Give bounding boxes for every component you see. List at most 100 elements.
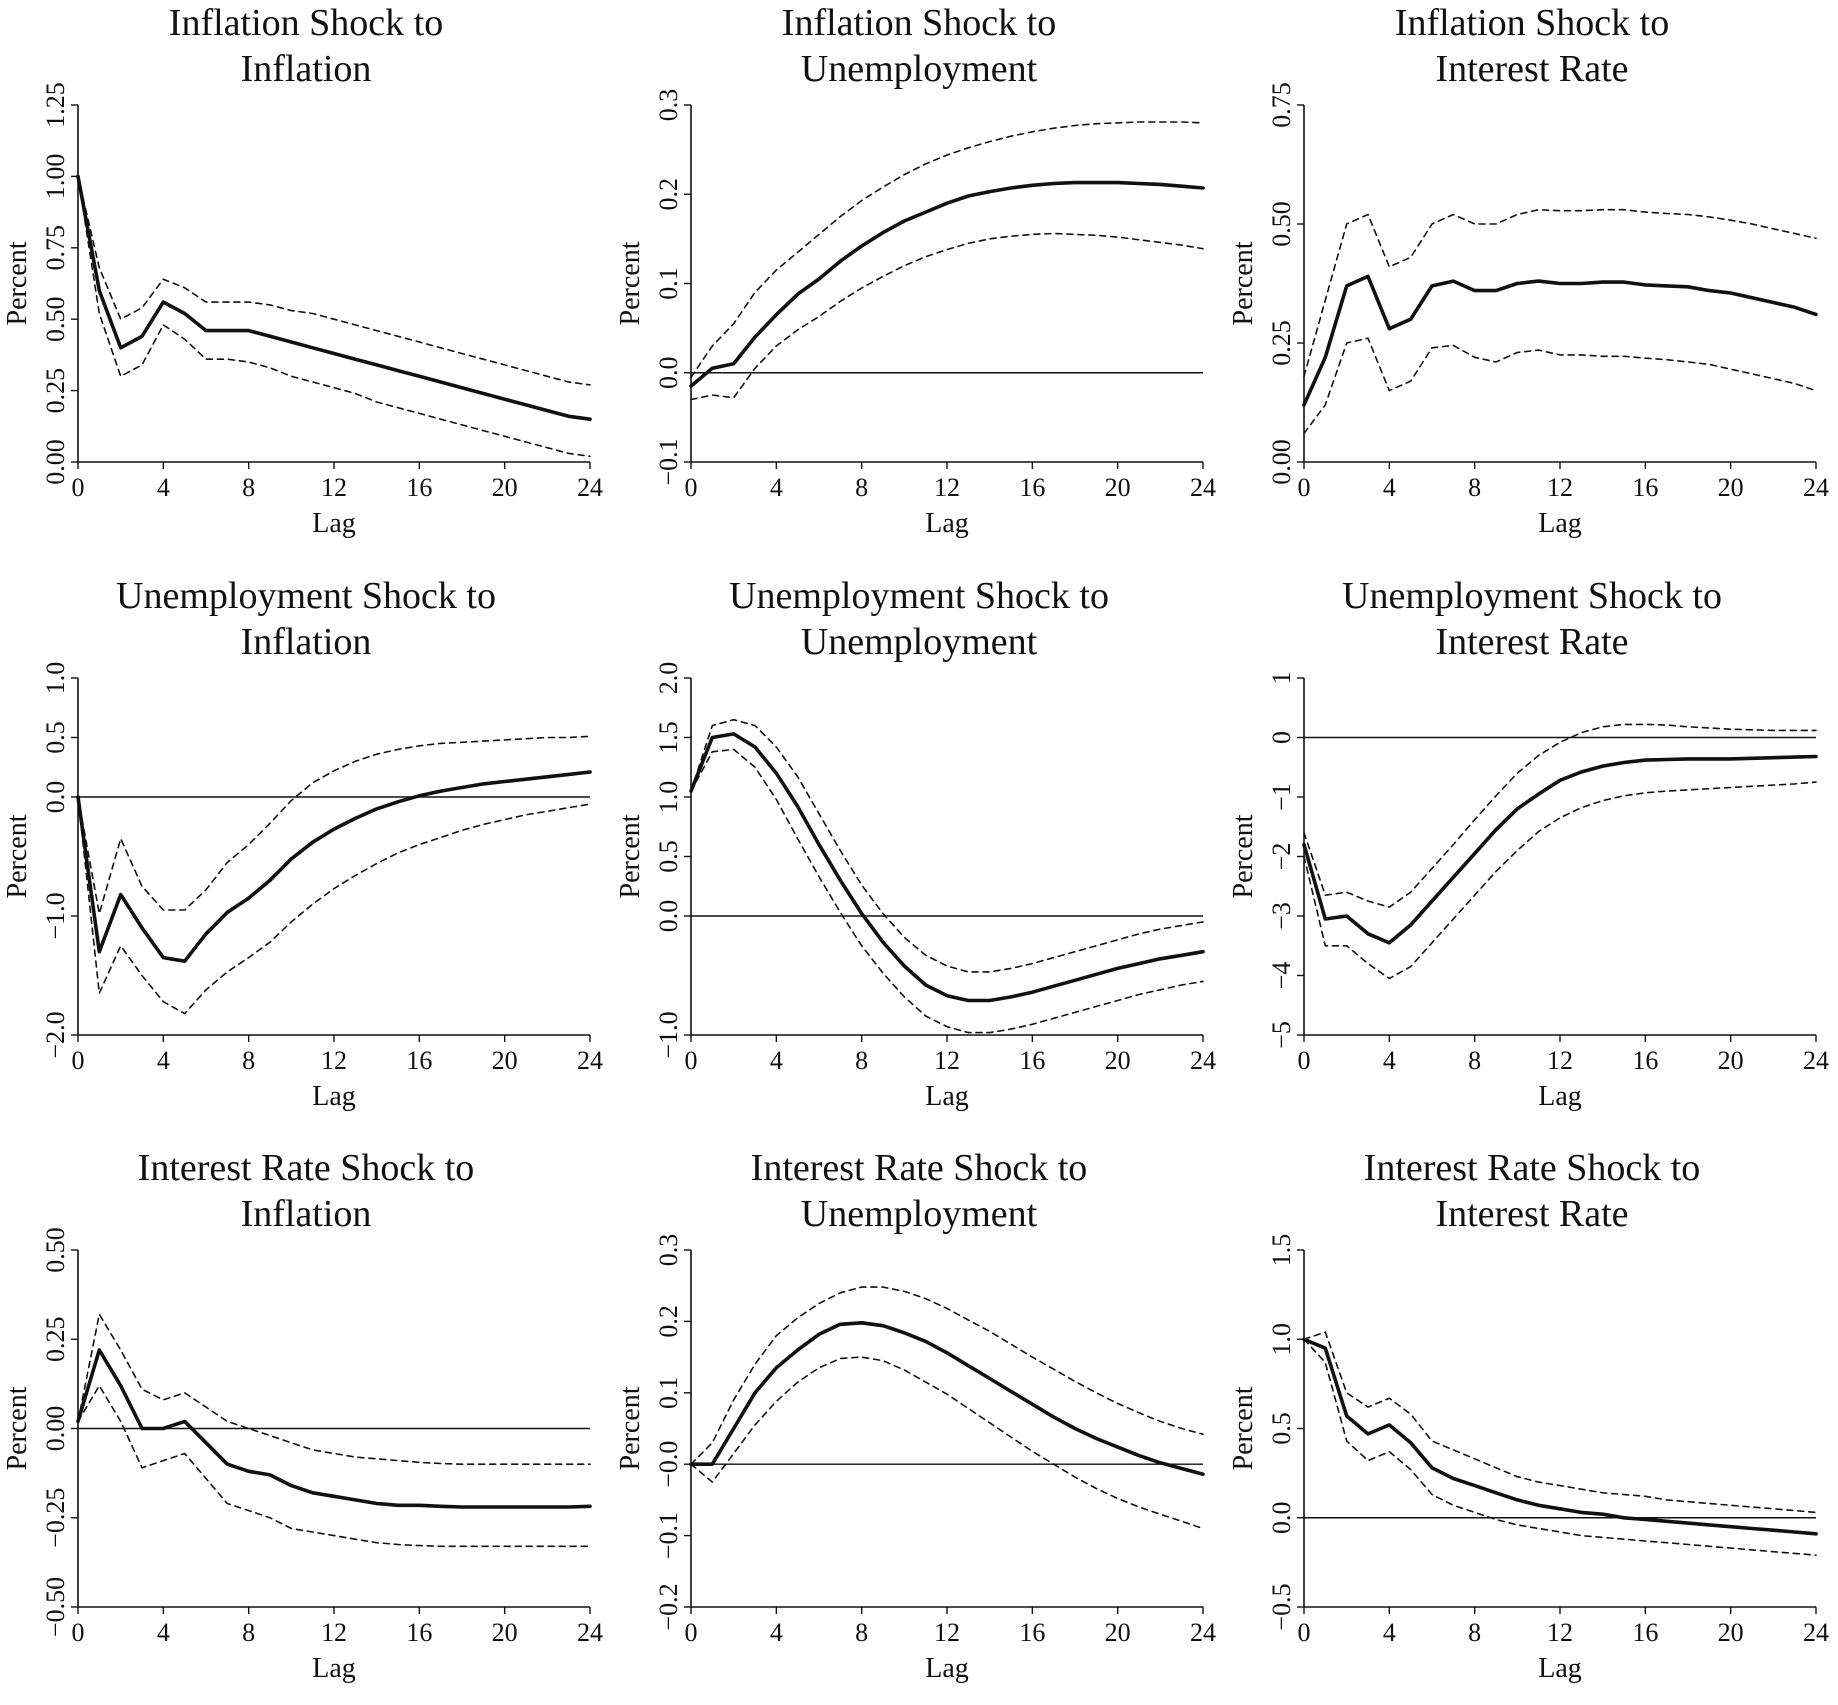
chart-title: Unemployment Shock to Inflation — [0, 573, 612, 665]
x-tick-label: 0 — [72, 473, 85, 502]
x-tick-label: 24 — [577, 1618, 603, 1647]
chart-title: Unemployment Shock to Unemployment — [613, 573, 1225, 665]
chart-plot: 0 4 8 12 16 20 24 −2.0 −1.0 0.0 0.5 1.0 Lag Percent — [2, 662, 603, 1112]
chart-panel: Interest Rate Shock to Unemployment 0 4 8 12 1… — [613, 1145, 1225, 1705]
chart-title-line: Inflation — [240, 1193, 372, 1235]
y-tick-label: 0.1 — [654, 267, 683, 300]
x-tick-label: 0 — [685, 1046, 698, 1075]
y-tick-label: −0.25 — [41, 1488, 70, 1548]
y-tick-label: −1.0 — [41, 892, 70, 939]
x-tick-label: 8 — [1468, 1046, 1481, 1075]
x-tick-label: 24 — [1803, 1618, 1829, 1647]
chart-title-line: Unemployment Shock to — [116, 575, 496, 617]
chart-title: Inflation Shock to Interest Rate — [1226, 0, 1838, 92]
x-tick-label: 4 — [157, 1046, 170, 1075]
y-tick-label: −0.5 — [1267, 1583, 1296, 1630]
x-tick-label: 8 — [855, 473, 868, 502]
y-tick-label: 0.0 — [654, 357, 683, 390]
y-tick-label: 1.0 — [654, 781, 683, 814]
confidence-band-line — [690, 1356, 1204, 1530]
x-axis-label: Lag — [312, 1653, 356, 1684]
confidence-band-line — [1303, 1331, 1817, 1514]
confidence-band-line — [1303, 723, 1817, 908]
chart-panel: Inflation Shock to Unemployment 0 4 8 12 16 20 2… — [613, 0, 1225, 560]
y-axis-label: Percent — [615, 241, 646, 325]
confidence-band-line — [1303, 337, 1817, 435]
confidence-band-line — [77, 1313, 591, 1466]
chart-title: Inflation Shock to Inflation — [0, 0, 612, 92]
confidence-band-line — [1303, 1338, 1817, 1557]
chart-title-line: Interest Rate Shock to — [750, 1147, 1088, 1189]
x-tick-label: 4 — [1383, 1618, 1396, 1647]
x-tick-label: 12 — [1547, 1618, 1573, 1647]
x-tick-label: 20 — [1718, 1046, 1744, 1075]
y-tick-label: 0.2 — [654, 178, 683, 211]
x-tick-label: 24 — [577, 1046, 603, 1075]
y-tick-label: −0.1 — [654, 438, 683, 485]
x-tick-label: 16 — [1632, 1618, 1658, 1647]
x-tick-label: 8 — [855, 1046, 868, 1075]
x-tick-label: 4 — [157, 473, 170, 502]
y-axis-label: Percent — [615, 1386, 646, 1470]
y-axis-label: Percent — [1228, 1386, 1259, 1470]
chart-title: Interest Rate Shock to Unemployment — [613, 1145, 1225, 1237]
chart-title: Unemployment Shock to Interest Rate — [1226, 573, 1838, 665]
confidence-band-line — [77, 175, 591, 458]
chart-title: Interest Rate Shock to Interest Rate — [1226, 1145, 1838, 1237]
chart-plot: 0 4 8 12 16 20 24 −1.0 0.0 0.5 1.0 1.5 2.0 Lag Percent — [615, 662, 1216, 1112]
x-tick-label: 16 — [1632, 1046, 1658, 1075]
chart-title: Interest Rate Shock to Inflation — [0, 1145, 612, 1237]
y-tick-label: 0.75 — [1267, 82, 1296, 128]
y-axis-label: Percent — [2, 1386, 33, 1470]
impulse-response-line — [1302, 274, 1818, 407]
y-tick-label: 0.0 — [654, 900, 683, 933]
x-axis-label: Lag — [925, 1653, 969, 1684]
x-tick-label: 16 — [406, 1618, 432, 1647]
chart-panel: Inflation Shock to Inflation 0 4 8 12 16 20 24 0.… — [0, 0, 612, 560]
x-tick-label: 12 — [934, 1618, 960, 1647]
chart-plot: 0 4 8 12 16 20 24 −0.1 0.0 0.1 0.2 0.3 Lag Percent — [615, 89, 1216, 539]
confidence-band-line — [690, 748, 1204, 1034]
y-tick-label: 0.2 — [654, 1305, 683, 1338]
confidence-band-line — [690, 718, 1204, 973]
y-axis-label: Percent — [2, 814, 33, 898]
x-tick-label: 8 — [1468, 1618, 1481, 1647]
chart-title-line: Unemployment — [800, 48, 1038, 90]
y-tick-label: −5 — [1267, 1021, 1296, 1049]
chart-plot: 0 4 8 12 16 20 24 0.00 0.25 0.50 0.75 Lag Percent — [1228, 82, 1829, 539]
x-tick-label: 12 — [321, 1618, 347, 1647]
y-tick-label: 0.5 — [654, 840, 683, 873]
x-tick-label: 24 — [1190, 1618, 1216, 1647]
y-tick-label: 1.5 — [1267, 1234, 1296, 1267]
y-tick-label: −0.2 — [654, 1583, 683, 1630]
x-axis-label: Lag — [925, 1081, 969, 1112]
x-axis-label: Lag — [312, 508, 356, 539]
y-tick-label: 0.00 — [41, 1406, 70, 1452]
confidence-band-line — [77, 796, 591, 1015]
x-tick-label: 0 — [1298, 1618, 1311, 1647]
x-tick-label: 16 — [406, 473, 432, 502]
y-axis-label: Percent — [615, 814, 646, 898]
x-tick-label: 0 — [72, 1046, 85, 1075]
y-tick-label: 0.25 — [1267, 320, 1296, 366]
y-tick-label: 1.25 — [41, 82, 70, 128]
x-tick-label: 12 — [1547, 473, 1573, 502]
x-tick-label: 4 — [1383, 1046, 1396, 1075]
confidence-band-line — [690, 121, 1204, 379]
chart-title-line: Inflation — [240, 48, 372, 90]
y-axis-label: Percent — [1228, 241, 1259, 325]
y-tick-label: 1.0 — [1267, 1323, 1296, 1356]
x-tick-label: 20 — [1718, 473, 1744, 502]
confidence-band-line — [1303, 208, 1817, 378]
chart-plot: 0 4 8 12 16 20 24 −0.50 −0.25 0.00 0.25 0.50 Lag Perc… — [2, 1227, 603, 1684]
y-tick-label: −2 — [1267, 843, 1296, 871]
x-tick-label: 12 — [934, 473, 960, 502]
y-axis-label: Percent — [2, 241, 33, 325]
y-tick-label: −1 — [1267, 783, 1296, 811]
x-tick-label: 24 — [1190, 1046, 1216, 1075]
x-tick-label: 16 — [1019, 473, 1045, 502]
confidence-band-line — [690, 1286, 1204, 1466]
y-tick-label: 0.00 — [41, 439, 70, 485]
chart-title-line: Interest Rate Shock to — [137, 1147, 475, 1189]
y-tick-label: 0.5 — [41, 721, 70, 754]
